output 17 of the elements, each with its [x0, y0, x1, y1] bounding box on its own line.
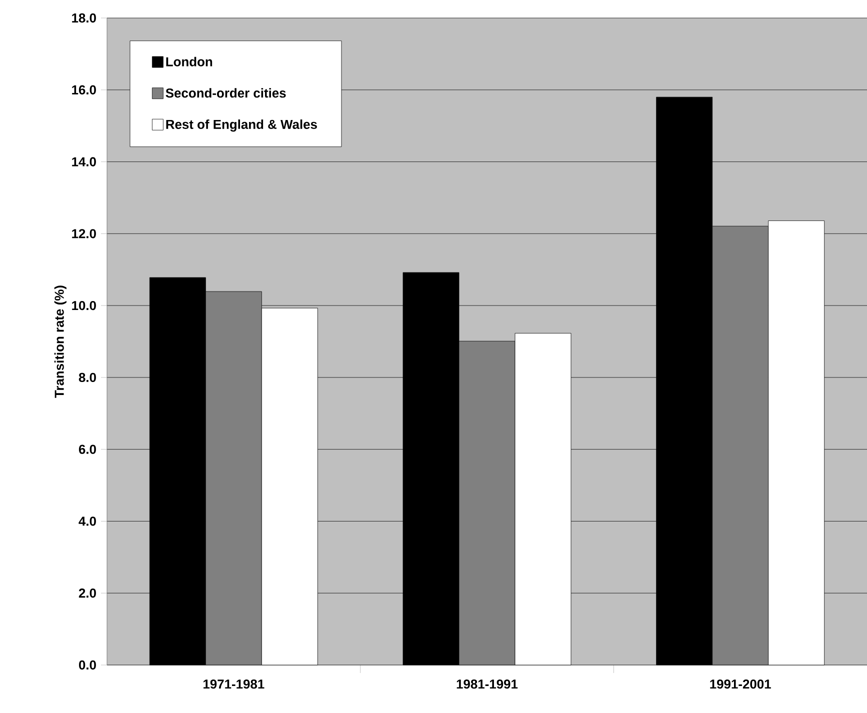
x-tick-label: 1981-1991	[456, 680, 518, 689]
x-tick-label: 1971-1981	[204, 680, 264, 689]
y-tick-label: 8.0	[78, 372, 96, 382]
y-tick-label: 18.0	[72, 13, 96, 23]
legend-label: London	[166, 56, 212, 66]
y-tick-label: 12.0	[72, 229, 96, 238]
y-tick-label: 4.0	[78, 516, 96, 526]
y-tick-label: 6.0	[78, 444, 96, 454]
y-tick-label: 14.0	[72, 157, 96, 166]
y-axis-title: Transition rate (%)	[54, 286, 66, 398]
legend-label: Rest of England & Wales	[166, 119, 317, 132]
x-tick-label: 1991-2001	[710, 680, 771, 689]
legend-label: Second-order cities	[166, 88, 286, 98]
y-tick-label: 2.0	[78, 588, 96, 598]
y-tick-label: 10.0	[72, 300, 96, 310]
y-tick-label: 16.0	[72, 85, 96, 94]
y-tick-label: 0.0	[78, 660, 96, 670]
